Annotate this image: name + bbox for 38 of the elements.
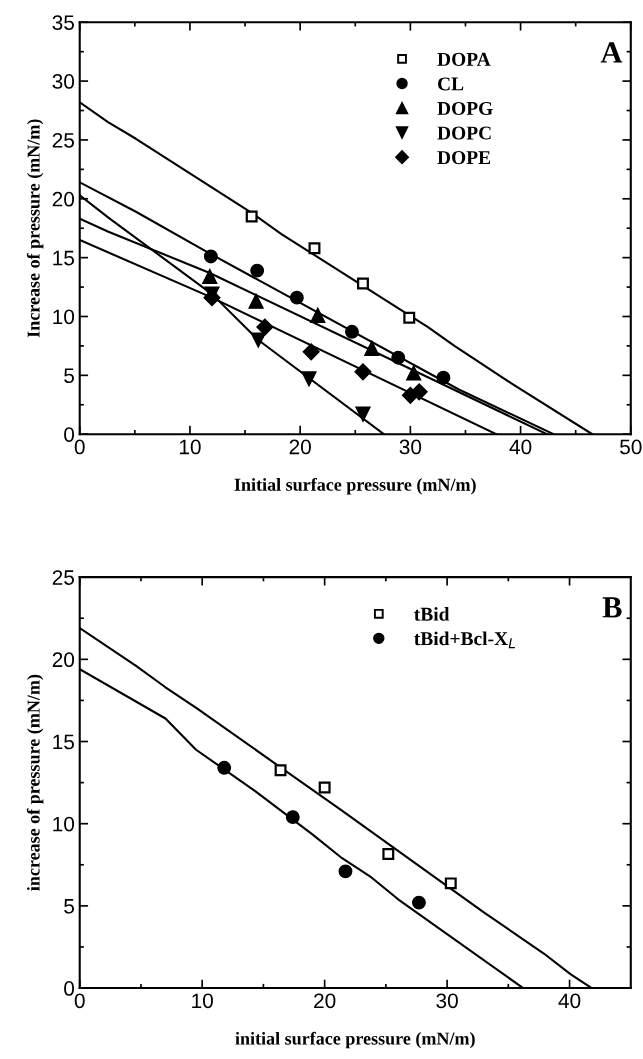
x-tick-label: 0	[74, 993, 85, 1009]
y-tick-label: 20	[52, 191, 75, 207]
annotation: A	[600, 42, 623, 63]
x-tick-label: 30	[436, 993, 458, 1009]
y-tick-label: 10	[53, 309, 75, 325]
x-tick-label: 40	[558, 993, 581, 1009]
legend-label: DOPA	[437, 52, 491, 66]
y-axis-title: increase of pressure (mN/m)	[26, 674, 44, 891]
x-tick-label: 40	[509, 439, 532, 455]
legend-label: DOPC	[437, 126, 491, 140]
x-axis-title: Initial surface pressure (mN/m)	[234, 477, 476, 495]
legend-label: CL	[438, 77, 464, 91]
y-tick-label: 35	[52, 15, 74, 30]
legend-label: tBid	[414, 607, 450, 621]
x-tick-label: 10	[192, 993, 213, 1009]
y-tick-label: 25	[52, 570, 74, 585]
y-tick-label: 10	[53, 816, 75, 832]
x-axis-title: initial surface pressure (mN/m)	[235, 1031, 475, 1049]
y-tick-label: 0	[64, 981, 75, 996]
y-tick-label: 5	[64, 368, 74, 384]
x-tick-label: 50	[620, 439, 642, 455]
y-tick-label: 15	[53, 250, 74, 266]
y-tick-label: 25	[52, 132, 74, 148]
annotation: B	[602, 597, 622, 618]
x-tick-label: 20	[289, 439, 311, 455]
y-tick-label: 5	[64, 899, 74, 914]
y-tick-label: 20	[52, 652, 75, 668]
x-tick-label: 0	[74, 439, 85, 455]
x-tick-label: 10	[179, 439, 201, 455]
y-tick-label: 15	[53, 734, 74, 750]
legend-label: tBid+Bcl-X$_{L}$	[414, 631, 516, 649]
legend-label: DOPG	[437, 101, 493, 116]
y-axis-title: Increase of pressure (mN/m)	[26, 119, 44, 338]
x-tick-label: 20	[314, 993, 336, 1009]
y-tick-label: 30	[52, 74, 75, 89]
x-tick-label: 30	[399, 439, 422, 455]
legend-label: DOPE	[437, 151, 491, 165]
y-tick-label: 0	[64, 427, 75, 442]
